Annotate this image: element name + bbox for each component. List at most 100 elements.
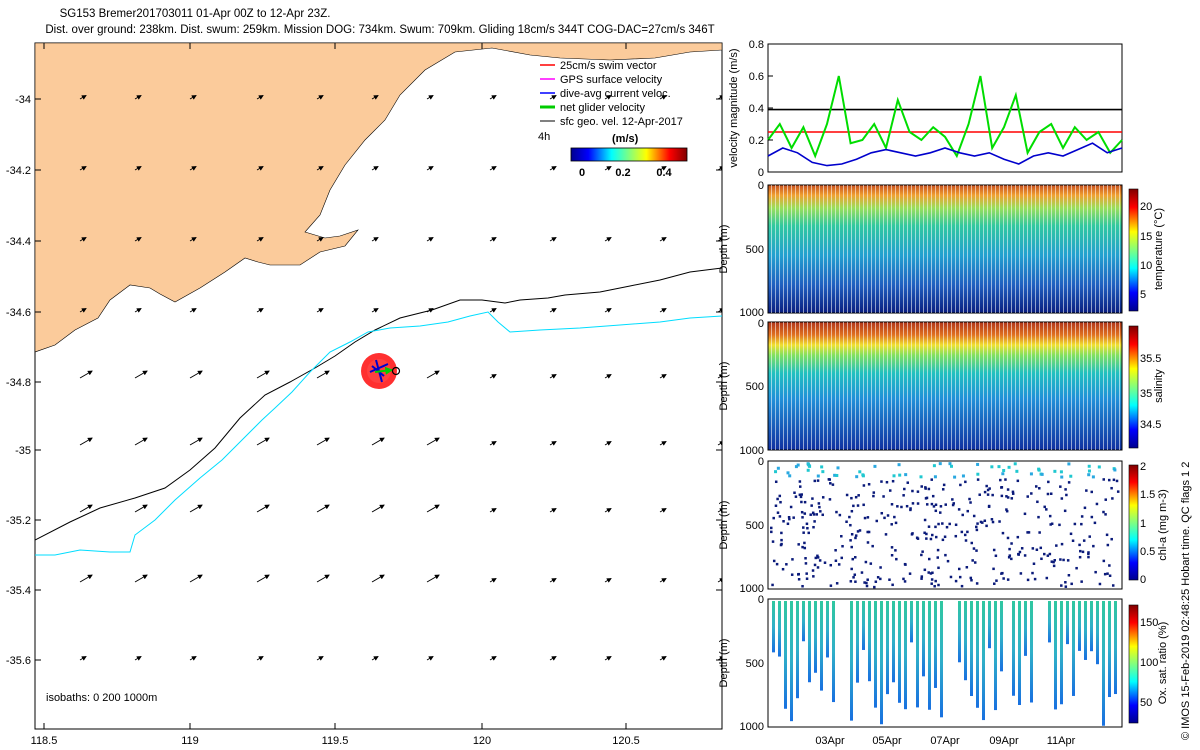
chla-point	[1107, 478, 1111, 482]
chla-point	[948, 462, 952, 466]
chla-point	[1011, 492, 1015, 495]
chla-point	[1020, 547, 1024, 550]
chla-point	[848, 515, 851, 519]
chla-point	[781, 567, 785, 571]
salinity-ylabel: Depth (m)	[718, 362, 730, 411]
chla-point	[804, 557, 807, 560]
chla-point	[1071, 539, 1075, 543]
chla-point	[927, 487, 931, 491]
chla-point	[1085, 489, 1088, 492]
current-arrow	[79, 370, 93, 379]
chla-point	[894, 521, 898, 525]
chla-point	[894, 549, 897, 552]
chla-point	[915, 536, 919, 540]
current-arrow	[256, 237, 264, 242]
chla-point	[858, 529, 862, 532]
chla-point	[797, 573, 800, 576]
oxygen-profile	[856, 601, 859, 683]
chla-point	[1004, 478, 1007, 481]
chla-point	[932, 505, 936, 508]
oxygen-profile	[994, 601, 997, 711]
chla-point	[1106, 572, 1109, 575]
chla-point	[780, 538, 783, 542]
chla-point	[834, 549, 837, 552]
current-arrow	[426, 95, 434, 100]
current-arrow	[489, 441, 497, 446]
chla-point	[945, 525, 949, 529]
chla-point	[1095, 502, 1099, 506]
chla-point	[986, 488, 990, 492]
chla-point	[890, 503, 894, 506]
chla-point	[1060, 475, 1064, 479]
chla-point	[1007, 556, 1011, 559]
chla-point	[909, 508, 912, 512]
chla-point	[1030, 492, 1033, 495]
chla-point	[939, 505, 943, 508]
chla-point	[798, 493, 802, 497]
chla-point	[1049, 523, 1052, 526]
chla-point	[954, 579, 958, 583]
glider-track	[361, 353, 401, 389]
chla-point	[800, 500, 803, 504]
current-arrow	[659, 656, 667, 661]
chla-point	[976, 522, 979, 525]
chla-point	[970, 578, 973, 582]
chla-point	[932, 464, 936, 468]
chla-point	[920, 485, 923, 488]
chla-point	[927, 571, 930, 574]
chla-point	[975, 549, 978, 552]
chla-point	[1045, 508, 1048, 511]
chla-point	[1112, 478, 1116, 482]
chla-point	[841, 544, 844, 548]
chla-point	[1082, 539, 1086, 542]
current-arrow	[604, 441, 612, 446]
chla-point	[800, 493, 803, 496]
colorbar-unit: (m/s)	[612, 133, 639, 145]
current-arrow	[489, 237, 497, 242]
chla-point	[1053, 559, 1056, 562]
current-arrow	[717, 237, 722, 242]
chla-point	[814, 556, 818, 560]
chla-point	[933, 475, 937, 479]
chla-point	[1053, 469, 1057, 473]
chla-point	[1052, 560, 1055, 564]
chla-point	[774, 480, 778, 484]
chla-point	[908, 572, 912, 575]
lat-tick: -34.2	[6, 165, 31, 177]
chla-point	[817, 502, 821, 505]
cbar-tick: 35.5	[1140, 353, 1161, 365]
current-arrow	[549, 508, 557, 513]
oxygen-profile	[1060, 601, 1063, 705]
oxygen-profile	[940, 601, 943, 718]
oxygen-profile	[1090, 601, 1093, 652]
lon-tick: 119	[181, 735, 199, 747]
chla-point	[890, 554, 894, 557]
chla-point	[958, 575, 962, 579]
chla-point	[828, 478, 832, 481]
plot-stats: Dist. over ground: 238km. Dist. swum: 25…	[45, 24, 715, 36]
chla-point	[957, 508, 961, 511]
chla-point	[1105, 533, 1109, 537]
chla-point	[891, 583, 894, 587]
chla-point	[949, 464, 953, 468]
current-arrow	[189, 504, 203, 513]
chla-point	[1039, 546, 1043, 550]
current-arrow	[549, 578, 557, 583]
current-arrow	[256, 308, 264, 313]
chla-point	[1008, 547, 1011, 551]
current-arrow	[79, 504, 93, 513]
current-arrow	[659, 441, 667, 446]
oxygen-profile	[832, 601, 835, 703]
chla-point	[957, 567, 961, 571]
chla-point	[809, 513, 812, 516]
chla-point	[1016, 535, 1020, 539]
y-tick-label: 0.6	[749, 71, 764, 83]
oxygen-profile	[928, 601, 931, 710]
chla-point	[1035, 548, 1039, 552]
chla-point	[930, 502, 934, 506]
current-arrow	[189, 437, 203, 446]
chla-point	[790, 573, 794, 576]
chla-point	[829, 482, 832, 485]
chla-point	[1036, 500, 1039, 504]
current-arrow	[256, 656, 264, 661]
